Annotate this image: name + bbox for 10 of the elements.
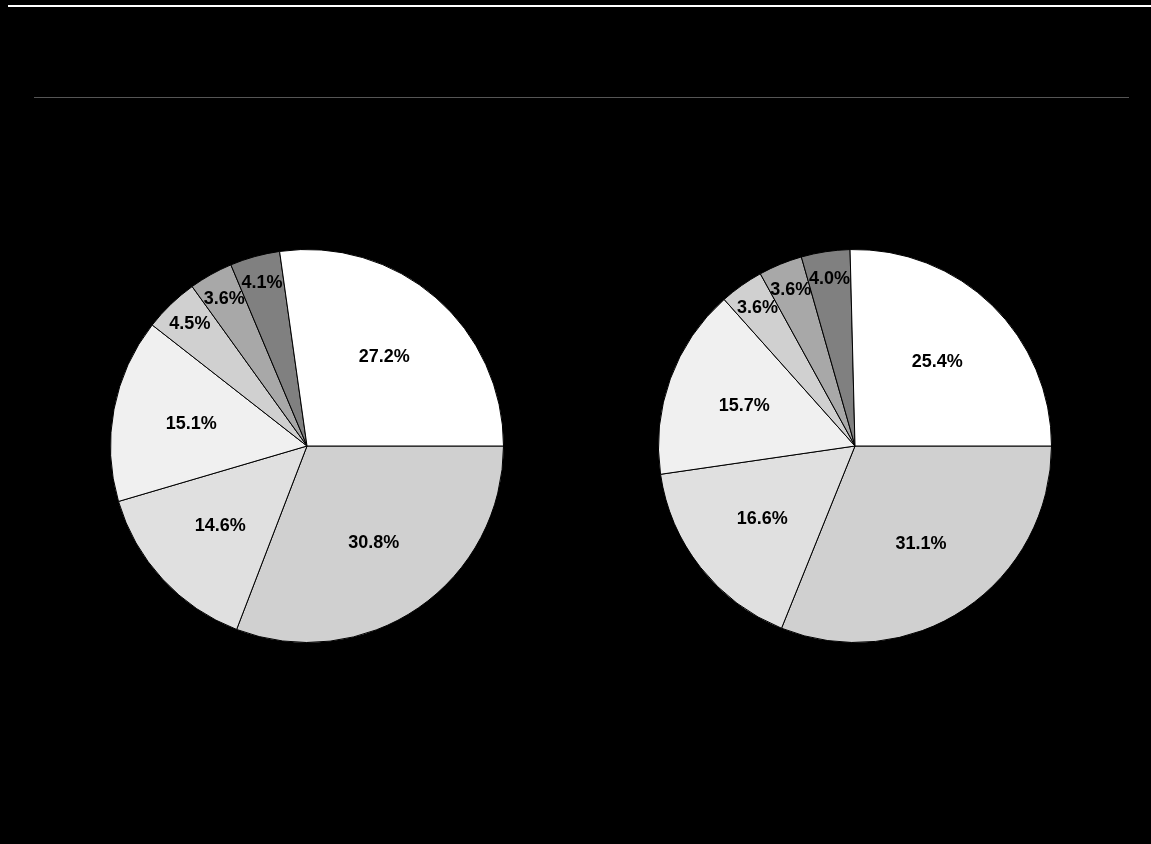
data-label: 14.6% (194, 514, 246, 535)
data-label: 4.5% (169, 313, 211, 334)
data-label: 27.2% (358, 345, 410, 366)
data-label: 30.8% (348, 532, 400, 553)
data-label: 15.1% (165, 412, 217, 433)
data-label: 15.7% (718, 394, 770, 415)
data-label: 25.4% (911, 350, 963, 371)
data-label: 16.6% (736, 507, 788, 528)
data-label: 31.1% (895, 532, 947, 553)
data-label: 3.6% (736, 297, 778, 318)
